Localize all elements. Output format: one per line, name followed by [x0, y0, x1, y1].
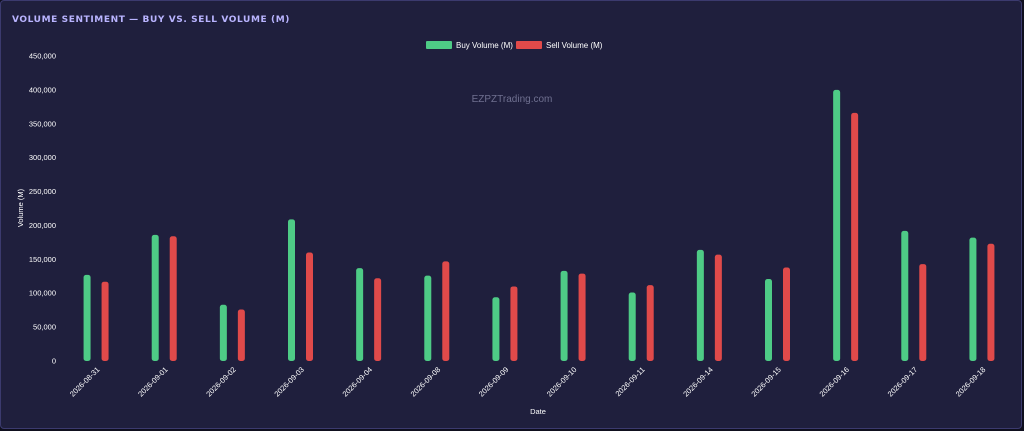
y-tick-label: 100,000	[29, 289, 56, 298]
legend-label-sell: Sell Volume (M)	[546, 41, 603, 50]
y-tick-label: 300,000	[29, 153, 56, 162]
x-tick-label: 2026-09-14	[681, 365, 714, 398]
x-tick-label: 2026-09-01	[136, 365, 169, 398]
legend-label-buy: Buy Volume (M)	[456, 41, 513, 50]
sell-volume-bar[interactable]	[578, 273, 586, 361]
sell-volume-bar[interactable]	[783, 267, 790, 361]
buy-volume-bar[interactable]	[151, 234, 159, 361]
y-tick-label: 150,000	[29, 255, 56, 264]
y-tick-label: 50,000	[33, 323, 56, 332]
y-tick-label: 250,000	[29, 187, 56, 196]
buy-volume-bar[interactable]	[219, 304, 227, 361]
sell-volume-bar[interactable]	[714, 254, 722, 361]
x-tick-label: 2026-09-10	[545, 365, 578, 398]
y-axis-ticks: 0 50,000 100,000 150,000 200,000 250,000 300,0…	[29, 52, 56, 366]
sell-volume-bar[interactable]	[101, 281, 109, 361]
buy-volume-bar[interactable]	[765, 278, 772, 361]
legend-item-sell[interactable]: Sell Volume (M)	[516, 41, 603, 50]
y-tick-label: 350,000	[29, 119, 56, 128]
sell-volume-bar[interactable]	[442, 261, 450, 361]
buy-volume-bar[interactable]	[288, 219, 295, 361]
x-tick-label: 2026-09-04	[341, 365, 374, 398]
y-tick-label: 200,000	[29, 221, 56, 230]
x-tick-label: 2026-09-09	[477, 365, 510, 398]
sell-volume-bar[interactable]	[306, 252, 313, 361]
x-tick-label: 2026-09-08	[409, 365, 442, 398]
sell-volume-bar[interactable]	[237, 309, 245, 361]
buy-volume-bar[interactable]	[628, 292, 636, 361]
y-tick-label: 0	[52, 357, 56, 366]
buy-volume-bar[interactable]	[696, 249, 704, 361]
sell-volume-bar[interactable]	[919, 264, 927, 361]
buy-volume-bar[interactable]	[83, 274, 91, 361]
x-tick-label: 2026-09-03	[272, 365, 305, 398]
sell-volume-bar[interactable]	[646, 285, 654, 361]
buy-volume-bar[interactable]	[424, 275, 432, 361]
buy-volume-bar[interactable]	[901, 230, 909, 361]
x-tick-label: 2026-09-17	[886, 365, 919, 398]
sell-volume-bar[interactable]	[851, 112, 859, 361]
panel-title: VOLUME SENTIMENT — BUY VS. SELL VOLUME (…	[12, 15, 290, 25]
x-tick-label: 2026-08-31	[68, 365, 101, 398]
x-tick-label: 2026-09-16	[818, 365, 851, 398]
watermark: EZPZTrading.com	[472, 94, 553, 105]
x-tick-label: 2026-09-18	[954, 365, 987, 398]
sell-volume-bar[interactable]	[374, 278, 382, 361]
x-tick-label: 2026-09-02	[204, 365, 237, 398]
legend[interactable]: Buy Volume (M) Sell Volume (M)	[426, 41, 603, 50]
sell-volume-bar[interactable]	[510, 286, 518, 361]
buy-volume-bar[interactable]	[356, 268, 364, 361]
sell-volume-bar[interactable]	[169, 236, 177, 361]
x-axis-label: Date	[530, 407, 546, 416]
x-tick-label: 2026-09-15	[749, 365, 782, 398]
x-axis-ticks: 2026-08-31 2026-09-01 2026-09-02 2026-09-03…	[68, 365, 987, 398]
y-tick-label: 400,000	[29, 85, 56, 94]
legend-swatch-buy	[426, 41, 452, 49]
x-tick-label: 2026-09-11	[614, 365, 647, 398]
y-axis-label: Volume (M)	[16, 188, 25, 227]
buy-volume-bar[interactable]	[833, 89, 841, 361]
legend-item-buy[interactable]: Buy Volume (M)	[426, 41, 513, 50]
y-tick-label: 450,000	[29, 52, 56, 61]
bars	[83, 89, 995, 361]
buy-volume-bar[interactable]	[560, 270, 568, 361]
buy-volume-bar[interactable]	[969, 237, 977, 361]
sell-volume-bar[interactable]	[987, 243, 995, 361]
legend-swatch-sell	[516, 41, 542, 49]
buy-volume-bar[interactable]	[492, 297, 500, 361]
